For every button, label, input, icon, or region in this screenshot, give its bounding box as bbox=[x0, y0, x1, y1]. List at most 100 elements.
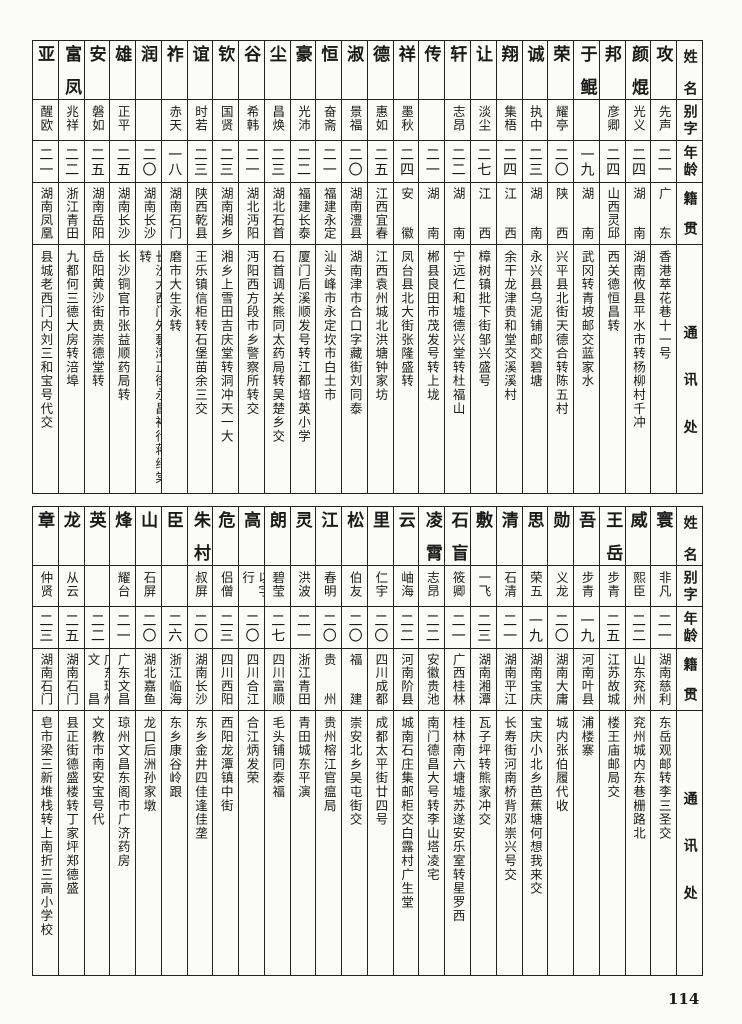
row-alias: 仲贤 从云 耀台 石屏 叔屏 侣僧 以字行 碧莹 洪波 春明 伯友 仁宇 岫海 志昂 筱卿 一飞 石清 荣五 义龙步… bbox=[32, 565, 703, 607]
cell-name: 杨仰恒 bbox=[315, 40, 343, 100]
person-name: 杨仰恒 bbox=[317, 45, 340, 95]
person-age: 二二 bbox=[295, 147, 312, 177]
cell-alias: 仲贤 bbox=[32, 565, 59, 607]
person-alias: 国贤 bbox=[218, 105, 234, 132]
person-origin: 河南阶县 bbox=[399, 653, 415, 705]
cell-alias: 侣僧 bbox=[212, 565, 240, 607]
cell-name: 曹德润 bbox=[135, 40, 162, 100]
person-name: 朱村 bbox=[189, 511, 210, 561]
header-address: 通讯处 bbox=[676, 710, 703, 976]
person-origin: 湖南石门 bbox=[38, 653, 54, 705]
cell-address: 东岳观邮转李三圣交 bbox=[650, 710, 678, 976]
cell-age: 一九 bbox=[573, 606, 600, 649]
person-address: 皂市梁三新堆栈转上南折三高小学校 bbox=[38, 716, 54, 937]
cell-alias: 景福 bbox=[341, 99, 368, 141]
row-address: 皂市梁三新堆栈转上南折三高小学校 县正街德盛楼转丁家坪郑德盛 文教市南安宝号代 琼州文… bbox=[32, 710, 703, 976]
cell-age: 一八 bbox=[160, 140, 188, 183]
person-age: 二一 bbox=[295, 613, 312, 643]
cell-address: 香港萃花巷十一号 bbox=[650, 244, 678, 494]
cell-alias: 熙臣 bbox=[624, 565, 652, 607]
person-address: 瓦子坪转熊家冲交 bbox=[476, 716, 492, 827]
cell-alias: 集梧 bbox=[495, 99, 523, 141]
cell-age: 二六 bbox=[160, 606, 188, 649]
person-origin: 广东 bbox=[656, 187, 672, 239]
cell-name: 林远松 bbox=[341, 506, 368, 566]
person-name: 梁亘英 bbox=[85, 511, 109, 561]
person-name: 郑庭烽 bbox=[111, 511, 134, 561]
person-address: 江西袁州城北洪塘钟家坊 bbox=[373, 250, 389, 402]
person-address: 樟树镇批下街邹兴盛号 bbox=[476, 250, 492, 388]
cell-address: 贵州榕江官瘟局 bbox=[315, 710, 343, 976]
person-address: 兖州城内东巷栅路北 bbox=[630, 716, 646, 841]
person-age: 二二 bbox=[63, 147, 80, 177]
person-age: 二一 bbox=[243, 147, 260, 177]
header-name: 姓名 bbox=[676, 40, 703, 100]
person-alias: 荣五 bbox=[527, 571, 543, 598]
person-age: 二〇 bbox=[552, 147, 569, 177]
person-origin: 山东兖州 bbox=[630, 653, 646, 705]
person-address: 岳阳黄沙街贵崇德堂转 bbox=[89, 250, 105, 388]
person-origin: 广西桂林 bbox=[450, 653, 466, 705]
person-alias: 春明 bbox=[321, 571, 337, 598]
cell-origin: 江西宜春 bbox=[366, 182, 394, 245]
person-address: 成都太平街廿四号 bbox=[373, 716, 389, 827]
person-age: 二〇 bbox=[140, 613, 157, 643]
cell-name: 连英豪 bbox=[289, 40, 317, 100]
row-address: 县城老西门内刘三和宝号代交 九都何三德大房转涪埠 岳阳黄沙街贵崇德堂转 长沙铜官市张益… bbox=[32, 244, 703, 494]
cell-origin: 陕西乾县 bbox=[186, 182, 214, 245]
header-label: 姓名 bbox=[681, 515, 698, 561]
row-origin: 湖南石门 湖南石门 广东琼州文昌 广东文昌 湖北嘉鱼 浙江临海 湖南长沙 四川西阳 四川合江 四川… bbox=[32, 648, 703, 711]
cell-address: 西关德恒昌转 bbox=[598, 244, 626, 494]
cell-address: 长沙大西门外碧湾正街永昌裕行蒋绍棠转 bbox=[135, 244, 162, 494]
cell-age: 二二 bbox=[418, 606, 446, 649]
cell-origin: 浙江临海 bbox=[160, 648, 188, 711]
cell-alias: 岫海 bbox=[392, 565, 420, 607]
cell-address: 南门德昌大号转李山塔凌宅 bbox=[418, 710, 446, 976]
cell-name: 刘子淑 bbox=[341, 40, 368, 100]
cell-name: 钟振德 bbox=[366, 40, 394, 100]
person-origin: 四川成都 bbox=[373, 653, 389, 705]
person-origin: 江苏故城 bbox=[605, 653, 621, 705]
cell-age: 二一 bbox=[418, 140, 446, 183]
person-address: 余干龙津贵和堂交溪溪村 bbox=[502, 250, 518, 402]
person-address: 龙口后洲孙家墩 bbox=[141, 716, 157, 813]
person-age: 二五 bbox=[63, 613, 80, 643]
person-age: 二三 bbox=[526, 147, 543, 177]
cell-age: 一九 bbox=[573, 140, 600, 183]
person-address: 崇安北乡吴屯街交 bbox=[347, 716, 363, 827]
roster-table-top: 罗宾亚富凤费固安黄华雄曹德润王日祚李正谊谭子钦杨宝谷马张尘连英豪杨仰恒刘子淑钟振… bbox=[32, 40, 703, 494]
header-age: 年龄 bbox=[676, 140, 703, 183]
person-origin: 湖南 bbox=[579, 187, 595, 239]
cell-origin: 湖南 bbox=[624, 182, 652, 245]
person-age: 二五 bbox=[372, 147, 389, 177]
cell-alias: 步青 bbox=[573, 565, 600, 607]
person-alias: 光义 bbox=[630, 105, 646, 132]
roster-table-bottom: 贾条章郑定龙梁亘英郑庭烽朱移山王辅臣朱村张兆危曾汝高胡天朗詹毓灵徐锦江林远松林万… bbox=[32, 506, 703, 976]
cell-origin: 山东兖州 bbox=[624, 648, 652, 711]
person-age: 一九 bbox=[578, 613, 595, 643]
cell-age: 二四 bbox=[598, 140, 626, 183]
cell-address: 楼王庙邮局交 bbox=[598, 710, 626, 976]
cell-age: 二〇 bbox=[315, 606, 343, 649]
cell-name: 富凤 bbox=[57, 40, 85, 100]
cell-name: 曹致诚 bbox=[521, 40, 549, 100]
person-origin: 湖南石门 bbox=[64, 653, 80, 705]
person-age: 二三 bbox=[269, 147, 286, 177]
cell-age: 二一 bbox=[650, 140, 678, 183]
cell-origin: 广西桂林 bbox=[444, 648, 472, 711]
cell-age: 二〇 bbox=[341, 140, 368, 183]
person-origin: 四川富顺 bbox=[270, 653, 286, 705]
person-address: 兴平县北街天德合转陈五村 bbox=[553, 250, 569, 416]
cell-address: 瓦子坪转熊家冲交 bbox=[470, 710, 497, 976]
cell-alias: 彦卿 bbox=[598, 99, 626, 141]
person-alias: 志昂 bbox=[424, 571, 440, 598]
person-alias: 石清 bbox=[502, 571, 518, 598]
cell-alias: 磐如 bbox=[83, 99, 111, 141]
person-alias: 从云 bbox=[64, 571, 80, 598]
person-name: 张兆危 bbox=[214, 511, 237, 561]
person-name: 颜焜 bbox=[627, 45, 648, 95]
person-name: 谭子钦 bbox=[214, 45, 237, 95]
cell-alias: 步青 bbox=[598, 565, 626, 607]
person-origin: 福建永定 bbox=[321, 187, 337, 239]
person-age: 二一 bbox=[501, 613, 518, 643]
